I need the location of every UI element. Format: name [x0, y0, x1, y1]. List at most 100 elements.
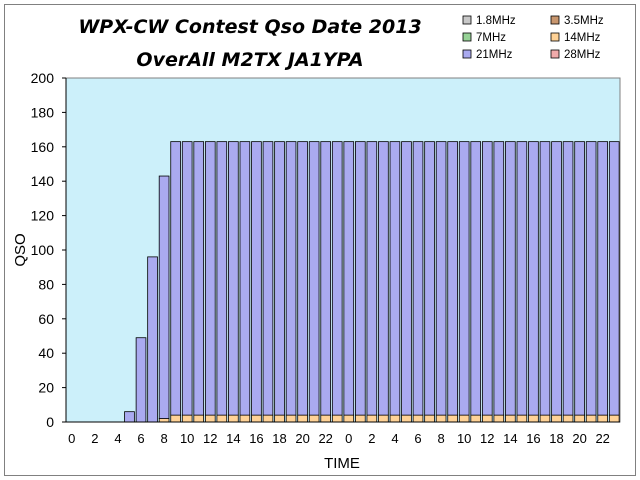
- bar-40-series-3: [528, 414, 539, 423]
- legend-label: 1.8MHz: [476, 15, 516, 27]
- bar-14-series-4: [228, 141, 239, 416]
- bar-47-series-3: [608, 414, 620, 423]
- bar-35-series-4: [470, 141, 482, 416]
- x-tick-label: 12: [480, 431, 494, 446]
- bar-40-series-4: [528, 141, 539, 416]
- bar-35-series-3: [470, 414, 482, 423]
- bar-42-series-3: [551, 414, 562, 423]
- bar-28-series-3: [389, 414, 401, 423]
- x-tick-label: 18: [272, 431, 286, 446]
- bar-25-series-3: [355, 414, 366, 423]
- legend-swatch: [550, 49, 560, 59]
- x-axis-label: TIME: [324, 455, 360, 472]
- x-tick-label: 22: [595, 431, 609, 446]
- bar-18-series-4: [274, 141, 285, 416]
- bar-26-series-4: [366, 141, 378, 416]
- bar-5-series-4: [124, 411, 135, 423]
- legend: 1.8MHz 3.5MHz 7MHz 14MHz 21MHz 28MHz: [462, 15, 604, 61]
- y-tick-label: 160: [31, 139, 55, 155]
- bar-24-series-3: [343, 414, 355, 423]
- bar-17-series-3: [262, 414, 274, 423]
- bar-43-series-4: [562, 141, 574, 416]
- x-tick-label: 6: [414, 431, 421, 446]
- legend-label: 28MHz: [564, 49, 601, 61]
- bar-19-series-4: [285, 141, 297, 416]
- x-tick-label: 14: [503, 431, 517, 446]
- bar-10-series-4: [181, 141, 193, 416]
- bar-46-series-4: [597, 141, 608, 416]
- x-tick-label: 14: [226, 431, 240, 446]
- y-tick-label: 60: [38, 311, 54, 327]
- x-tick-label: 2: [368, 431, 375, 446]
- x-tick-label: 10: [457, 431, 471, 446]
- bar-37-series-3: [493, 414, 505, 423]
- bar-28-series-4: [389, 141, 401, 416]
- bar-33-series-4: [447, 141, 458, 416]
- y-tick-label: 200: [31, 70, 55, 86]
- legend-swatch: [462, 32, 472, 42]
- x-tick-label: 0: [345, 431, 352, 446]
- bar-19-series-3: [285, 414, 297, 423]
- bar-27-series-3: [378, 414, 389, 423]
- bar-11-series-4: [193, 141, 205, 416]
- bar-15-series-3: [239, 414, 251, 423]
- bar-32-series-4: [435, 141, 447, 416]
- bar-29-series-4: [401, 141, 412, 416]
- chart-subtitle: OverAll M2TX JA1YPA: [136, 49, 363, 71]
- bar-8-series-3: [158, 418, 170, 423]
- x-tick-label: 8: [160, 431, 167, 446]
- x-tick-label: 10: [180, 431, 194, 446]
- legend-swatch: [462, 15, 472, 25]
- bar-25-series-4: [355, 141, 366, 416]
- y-axis-label: QSO: [12, 233, 29, 266]
- y-tick-label: 180: [31, 104, 55, 120]
- bar-20-series-4: [297, 141, 308, 416]
- bar-36-series-4: [481, 141, 493, 416]
- bar-15-series-4: [239, 141, 251, 416]
- x-tick-label: 20: [295, 431, 309, 446]
- bar-6-series-4: [135, 337, 147, 423]
- bar-7-series-4: [147, 256, 158, 423]
- bar-24-series-4: [343, 141, 355, 416]
- legend-swatch: [550, 15, 560, 25]
- bar-23-series-3: [331, 414, 343, 423]
- bar-41-series-3: [539, 414, 551, 423]
- bar-11-series-3: [193, 414, 205, 423]
- bar-38-series-3: [505, 414, 516, 423]
- legend-swatch: [462, 49, 472, 59]
- y-tick-label: 80: [38, 276, 54, 292]
- x-tick-label: 12: [203, 431, 217, 446]
- x-tick-label: 16: [249, 431, 263, 446]
- x-tick-label: 16: [526, 431, 540, 446]
- bar-39-series-4: [516, 141, 528, 416]
- y-tick-label: 40: [38, 345, 54, 361]
- bar-31-series-3: [424, 414, 435, 423]
- bar-39-series-3: [516, 414, 528, 423]
- bar-30-series-3: [412, 414, 424, 423]
- legend-label: 14MHz: [564, 32, 601, 44]
- x-tick-label: 8: [437, 431, 444, 446]
- bar-13-series-3: [216, 414, 228, 423]
- bar-36-series-3: [481, 414, 493, 423]
- y-tick-label: 140: [31, 173, 55, 189]
- bar-21-series-3: [308, 414, 320, 423]
- y-tick-label: 120: [31, 208, 55, 224]
- bar-23-series-4: [331, 141, 343, 416]
- x-tick-label: 18: [549, 431, 563, 446]
- y-tick-label: 100: [31, 242, 55, 258]
- legend-swatch: [550, 32, 560, 42]
- chart-title: WPX-CW Contest Qso Date 2013: [78, 16, 421, 38]
- y-tick-label: 0: [46, 414, 54, 430]
- bar-14-series-3: [228, 414, 239, 423]
- bar-22-series-4: [320, 141, 331, 416]
- bar-34-series-4: [458, 141, 470, 416]
- x-tick-label: 0: [68, 431, 75, 446]
- bar-43-series-3: [562, 414, 574, 423]
- bar-12-series-3: [204, 414, 216, 423]
- bar-31-series-4: [424, 141, 435, 416]
- bar-46-series-3: [597, 414, 608, 423]
- bar-29-series-3: [401, 414, 412, 423]
- x-tick-label: 4: [114, 431, 121, 446]
- bar-32-series-3: [435, 414, 447, 423]
